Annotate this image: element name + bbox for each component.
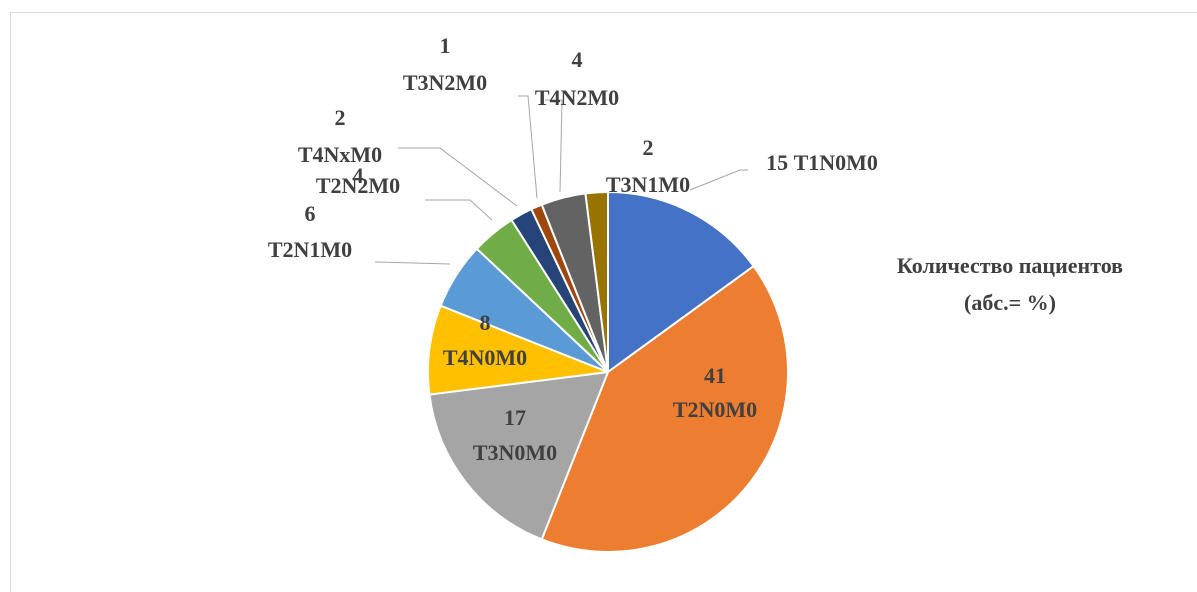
pie-slice <box>428 370 610 541</box>
data-label-value: 6 <box>305 201 316 226</box>
chart-title: Количество пациентов <box>897 253 1123 278</box>
leader-line <box>398 147 518 207</box>
pie-slice <box>540 264 789 553</box>
leader-line <box>545 99 563 193</box>
pie-slice <box>607 190 756 374</box>
data-label-value: 1 <box>440 33 451 58</box>
data-label-category: T2N2M0 <box>316 173 400 198</box>
data-label-value: 2 <box>335 105 346 130</box>
data-label-category: T3N2M0 <box>403 70 487 95</box>
pie-slice <box>584 190 609 373</box>
data-label-value: 4 <box>353 163 364 188</box>
data-label-category: T4NxM0 <box>298 142 382 167</box>
data-label-value: 8 <box>480 310 491 335</box>
data-label-value: 4 <box>572 47 583 72</box>
data-label-value: 15 <box>766 150 788 175</box>
data-label-category: T2N0M0 <box>673 397 757 422</box>
data-label-category: T4N0M0 <box>443 345 527 370</box>
data-label: 15 T1N0M0 <box>766 150 878 175</box>
leader-line <box>518 95 538 199</box>
data-label-category: T3N1M0 <box>606 172 690 197</box>
pie-slice <box>427 304 609 396</box>
data-label-value: 41 <box>704 363 726 388</box>
leader-line <box>374 261 451 265</box>
leader-line <box>689 169 748 191</box>
data-label-category: T3N0M0 <box>473 440 557 465</box>
data-label-category: T2N1M0 <box>268 237 352 262</box>
chart-title: (абс.= %) <box>964 290 1056 315</box>
data-label-value: 17 <box>504 405 526 430</box>
leader-line <box>425 199 493 221</box>
data-label-value: 2 <box>643 135 654 160</box>
data-label-category: T4N2M0 <box>535 85 619 110</box>
data-label-category: T1N0M0 <box>794 150 878 175</box>
